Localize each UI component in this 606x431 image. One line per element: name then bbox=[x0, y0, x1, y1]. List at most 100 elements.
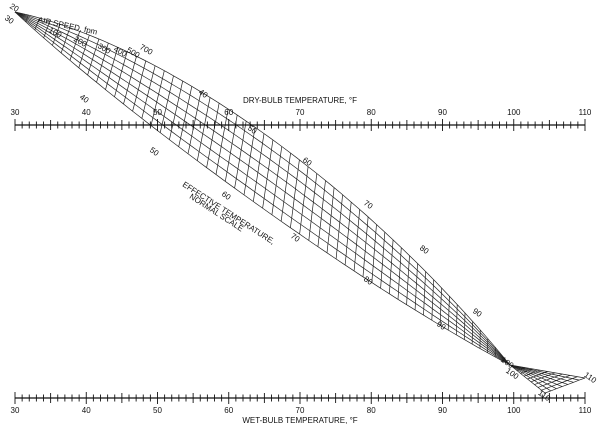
mesh-line bbox=[541, 376, 578, 391]
mesh-line bbox=[132, 60, 147, 112]
tick-label: 70 bbox=[296, 406, 305, 415]
et-value: 110 bbox=[582, 370, 598, 385]
mesh-line bbox=[215, 109, 229, 175]
dry-bulb-label: DRY-BULB TEMPERATURE, °F bbox=[243, 96, 357, 105]
tick-label: 90 bbox=[438, 406, 447, 415]
mesh-line bbox=[141, 65, 156, 119]
mesh-line bbox=[224, 114, 238, 182]
et-value: 80 bbox=[362, 274, 375, 287]
mesh-line bbox=[187, 91, 202, 154]
mesh-line bbox=[455, 304, 458, 335]
mesh-line bbox=[290, 159, 300, 228]
mesh-line bbox=[206, 103, 220, 168]
mesh-line bbox=[150, 70, 165, 126]
mesh-line bbox=[14, 11, 511, 366]
tick-label: 50 bbox=[153, 108, 162, 117]
mesh-line bbox=[527, 371, 548, 380]
tick-label: 40 bbox=[82, 406, 91, 415]
mesh-line bbox=[344, 202, 352, 266]
mesh-line bbox=[105, 47, 119, 90]
mesh-line bbox=[87, 38, 100, 76]
mesh-line bbox=[523, 369, 541, 377]
mesh-line bbox=[14, 11, 511, 366]
mesh-line bbox=[52, 24, 61, 46]
wet-bulb-label: WET-BULB TEMPERATURE, °F bbox=[242, 416, 357, 425]
mesh-line bbox=[530, 372, 556, 383]
mesh-line bbox=[14, 11, 511, 366]
mesh-line bbox=[114, 51, 128, 97]
mesh-line bbox=[317, 180, 326, 247]
et-value: 60 bbox=[301, 155, 314, 168]
air-speed-value: 700 bbox=[138, 42, 155, 57]
mesh-line bbox=[25, 14, 29, 22]
mesh bbox=[14, 11, 586, 394]
mesh-line bbox=[388, 239, 394, 294]
mesh-line bbox=[14, 11, 511, 366]
et-value: 40 bbox=[197, 87, 210, 100]
et-value: 30 bbox=[3, 13, 16, 26]
mesh-line bbox=[280, 153, 291, 222]
et-value: 50 bbox=[148, 145, 161, 158]
et-value: 40 bbox=[78, 92, 91, 105]
mesh-line bbox=[34, 17, 40, 31]
mesh-line bbox=[299, 166, 309, 235]
mesh-line bbox=[520, 368, 533, 374]
mesh-line bbox=[380, 232, 386, 289]
mesh-line bbox=[14, 11, 511, 366]
mesh-line bbox=[397, 247, 402, 300]
tick-label: 110 bbox=[579, 108, 592, 117]
mesh-line bbox=[196, 97, 211, 161]
mesh-line bbox=[471, 321, 474, 345]
mesh-line bbox=[123, 56, 137, 105]
tick-label: 30 bbox=[11, 108, 20, 117]
mesh-line bbox=[178, 86, 193, 147]
mesh-line bbox=[271, 146, 283, 215]
mesh-line bbox=[159, 75, 174, 133]
et-label: EFFECTIVE TEMPERATURE, bbox=[181, 180, 277, 246]
mesh-line bbox=[534, 373, 563, 385]
air-speed-value: 20 bbox=[8, 2, 21, 15]
mesh-line bbox=[439, 287, 442, 326]
mesh-line bbox=[234, 121, 247, 189]
tick-label: 100 bbox=[507, 108, 521, 117]
mesh-line bbox=[252, 133, 265, 202]
mesh-line bbox=[353, 209, 361, 271]
tick-label: 30 bbox=[11, 406, 20, 415]
et-value: 90 bbox=[435, 319, 448, 332]
et-value: 70 bbox=[362, 198, 375, 211]
mesh-line bbox=[544, 377, 586, 394]
et-value: 90 bbox=[471, 306, 484, 319]
et-value: 60 bbox=[220, 189, 233, 202]
mesh-line bbox=[362, 216, 369, 277]
tick-label: 40 bbox=[82, 108, 91, 117]
mesh-line bbox=[431, 279, 434, 321]
mesh-line bbox=[96, 43, 109, 83]
mesh-line bbox=[463, 312, 466, 340]
tick-label: 60 bbox=[224, 108, 233, 117]
mesh-line bbox=[78, 34, 90, 68]
mesh-line bbox=[447, 296, 450, 331]
mesh-line bbox=[406, 255, 410, 305]
mesh-line bbox=[43, 20, 51, 38]
mesh-line bbox=[14, 11, 511, 366]
mesh-line bbox=[414, 263, 418, 311]
mesh-line bbox=[326, 187, 335, 253]
mesh-line bbox=[14, 11, 511, 366]
mesh-line bbox=[371, 224, 377, 283]
mesh-line bbox=[60, 27, 71, 54]
tick-label: 80 bbox=[367, 406, 376, 415]
tick-label: 60 bbox=[224, 406, 233, 415]
mesh-line bbox=[308, 173, 318, 241]
tick-label: 70 bbox=[296, 108, 305, 117]
mesh-line bbox=[169, 80, 184, 140]
mesh-line bbox=[537, 375, 571, 388]
tick-label: 100 bbox=[507, 406, 521, 415]
mesh-line bbox=[243, 127, 256, 195]
tick-label: 90 bbox=[438, 108, 447, 117]
tick-label: 80 bbox=[367, 108, 376, 117]
mesh-line bbox=[516, 367, 526, 371]
tick-label: 110 bbox=[579, 406, 592, 415]
mesh-line bbox=[335, 194, 343, 260]
mesh-line bbox=[423, 271, 426, 316]
